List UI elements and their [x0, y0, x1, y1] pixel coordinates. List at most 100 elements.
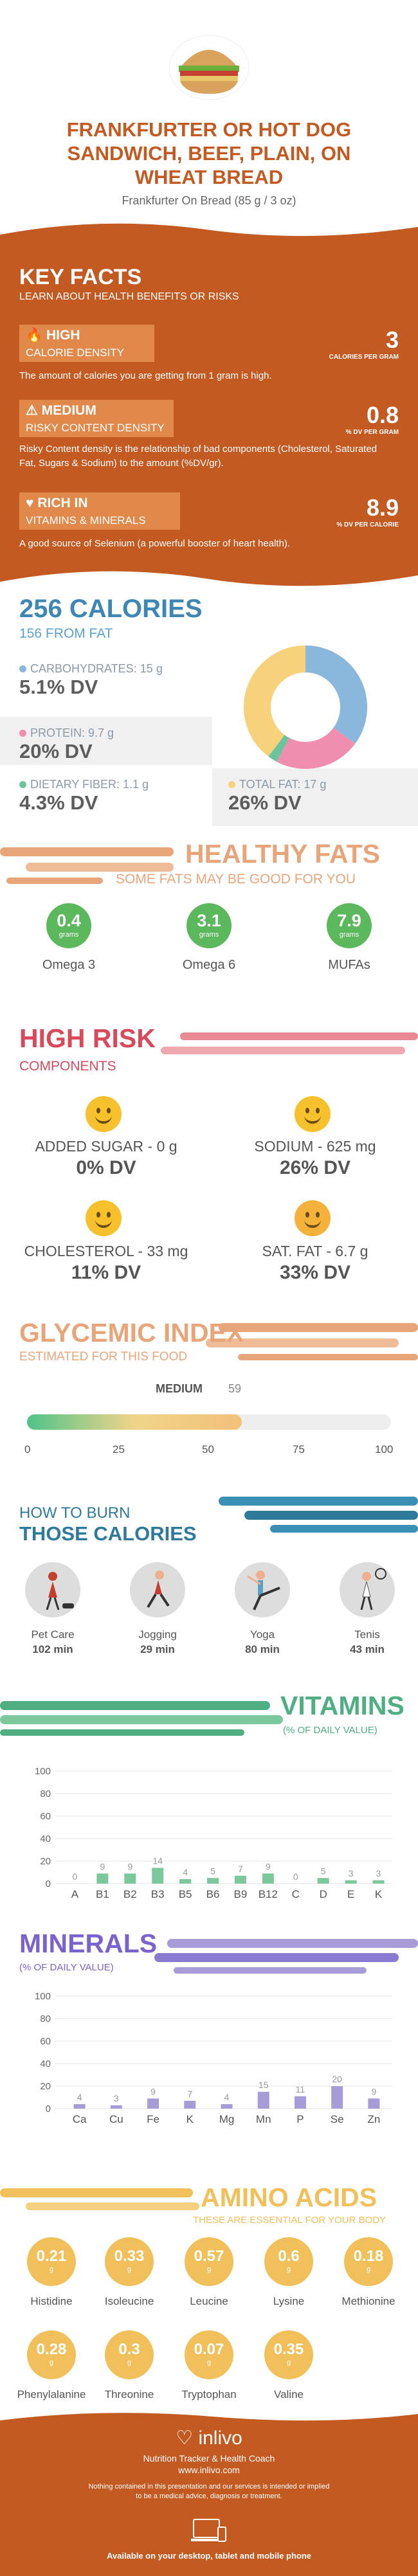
fat-value: 3.1 — [197, 911, 221, 930]
omega6-name: Omega 6 — [182, 958, 236, 972]
mufas-name: MUFAs — [328, 958, 370, 972]
fact-description: A good source of Selenium (a powerful bo… — [19, 538, 291, 549]
y-tick-label: 100 — [35, 1766, 51, 1777]
minerals-bar-chart: 0 20 40 60 80 100 4 Ca 3 Cu 9 Fe 7 K 4 Mg 15 Mn 11 P 20 Se 9 Zn — [35, 1991, 392, 2125]
fact-value-label: % DV PER CALORIE — [336, 521, 399, 528]
footer-brand[interactable]: ♡ inlivo — [148, 2427, 270, 2449]
y-tick-label: 20 — [40, 2081, 51, 2092]
fiber-dot-icon — [19, 781, 26, 788]
title-line-1: FRANKFURTER OR HOT DOG — [66, 118, 352, 141]
burn-name: Yoga — [250, 1628, 275, 1641]
burn-min: 102 min — [32, 1643, 73, 1655]
fat-value: 0.4 — [57, 911, 81, 930]
donut-slice — [268, 734, 290, 762]
bar — [257, 2091, 269, 2109]
heart-icon: ♥ — [26, 496, 34, 510]
fact-description: The amount of calories you are getting f… — [19, 370, 272, 381]
amino-value: 0.33 — [114, 2247, 145, 2265]
bar — [262, 1873, 274, 1884]
y-tick-label: 0 — [46, 2103, 51, 2114]
x-tick-label: B1 — [96, 1888, 109, 1900]
fact-badge: MEDIUM — [41, 403, 96, 418]
high-risk-subtitle: COMPONENTS — [19, 1059, 116, 1074]
macro-label: CARBOHYDRATES: 15 g — [30, 662, 163, 675]
footer-tagline: Nutrition Tracker & Health Coach — [143, 2453, 275, 2463]
macro-label: DIETARY FIBER: 1.1 g — [30, 778, 149, 791]
amino-badge: 0.3 g — [105, 2330, 154, 2379]
bar-value-label: 4 — [183, 1867, 188, 1877]
x-tick-label: B2 — [123, 1888, 137, 1900]
macro-fiber: DIETARY FIBER: 1.1 g 4.3% DV — [19, 778, 149, 815]
yoga-icon — [235, 1562, 290, 1617]
key-facts-subtitle: LEARN ABOUT HEALTH BENEFITS OR RISKS — [19, 291, 239, 302]
vitamins-title: VITAMINS — [280, 1691, 404, 1720]
bar-value-label: 0 — [293, 1871, 298, 1882]
burn-min: 43 min — [350, 1643, 385, 1655]
key-facts-title: KEY FACTS — [19, 265, 142, 289]
devices-icon — [190, 2517, 228, 2552]
bar — [294, 2096, 306, 2109]
amino-badge: 0.21 g — [27, 2237, 76, 2286]
y-tick-label: 60 — [40, 1811, 51, 1822]
bar — [221, 2104, 233, 2109]
glycemic-level: MEDIUM — [156, 1382, 203, 1395]
minerals-banner — [154, 1939, 418, 1974]
amino-badge: 0.35 g — [264, 2330, 313, 2379]
tennis-icon — [340, 1562, 395, 1617]
fact-badge: RICH IN — [37, 496, 88, 510]
bar-value-label: 15 — [259, 2080, 269, 2090]
fat-unit: grams — [339, 931, 359, 939]
amino-value: 0.28 — [36, 2341, 67, 2358]
gi-tick: 25 — [113, 1443, 125, 1455]
macro-fat: TOTAL FAT: 17 g 26% DV — [228, 778, 326, 815]
mufas-badge: 7.9 grams — [327, 903, 372, 948]
bar-value-label: 7 — [238, 1864, 243, 1874]
inlivo-heart-icon: ♡ — [176, 2427, 194, 2449]
amino-unit: g — [49, 2265, 54, 2273]
amino-name: Tryptophan — [181, 2388, 237, 2400]
fact-badge-sub: VITAMINS & MINERALS — [26, 514, 146, 527]
bar — [179, 1879, 192, 1884]
fire-icon: 🔥 — [26, 328, 43, 343]
amino-name: Methionine — [341, 2295, 395, 2307]
macro-donut-chart — [244, 645, 367, 769]
bar-value-label: 4 — [224, 2092, 230, 2102]
risk-sugar-name: ADDED SUGAR - 0 g — [35, 1138, 177, 1155]
satfat-smiley-icon — [295, 1200, 331, 1236]
bar-value-label: 9 — [150, 2086, 156, 2096]
vitamins-banner — [0, 1701, 283, 1736]
bar-value-label: 3 — [114, 2093, 119, 2103]
glycemic-fill — [27, 1414, 242, 1430]
amino-badge: 0.33 g — [105, 2237, 154, 2286]
warning-icon: ⚠ — [26, 403, 38, 418]
minerals-title: MINERALS — [19, 1929, 158, 1958]
fact-value: 3 — [385, 327, 399, 353]
bar-value-label: 4 — [77, 2092, 82, 2102]
y-tick-label: 80 — [40, 1788, 51, 1799]
x-tick-label: Zn — [367, 2113, 380, 2125]
macro-label: PROTEIN: 9.7 g — [30, 726, 114, 739]
gi-tick: 75 — [293, 1443, 305, 1455]
bar — [317, 1878, 329, 1884]
amino-badge: 0.57 g — [185, 2237, 233, 2286]
x-tick-label: Mn — [256, 2113, 271, 2125]
gi-tick: 0 — [24, 1443, 31, 1455]
y-tick-label: 20 — [40, 1856, 51, 1867]
minerals-subtitle: (% OF DAILY VALUE) — [19, 1962, 114, 1973]
bar-value-label: 9 — [127, 1861, 132, 1871]
burn-name: Tenis — [354, 1628, 380, 1641]
fact-value: 8.9 — [366, 494, 399, 521]
footer-url[interactable]: www.inlivo.com — [178, 2465, 240, 2475]
x-tick-label: K — [186, 2113, 194, 2125]
burn-min: 29 min — [140, 1643, 175, 1655]
macro-protein: PROTEIN: 9.7 g 20% DV — [19, 726, 114, 763]
amino-title: AMINO ACIDS — [201, 2183, 377, 2212]
high-risk-title: HIGH RISK — [19, 1023, 156, 1053]
burn-banner — [219, 1497, 418, 1533]
bar — [345, 1880, 357, 1884]
amino-unit: g — [206, 2265, 212, 2273]
x-tick-label: Se — [331, 2113, 344, 2125]
bar — [207, 1878, 219, 1884]
bar — [331, 2086, 343, 2109]
y-tick-label: 100 — [35, 1991, 51, 2002]
